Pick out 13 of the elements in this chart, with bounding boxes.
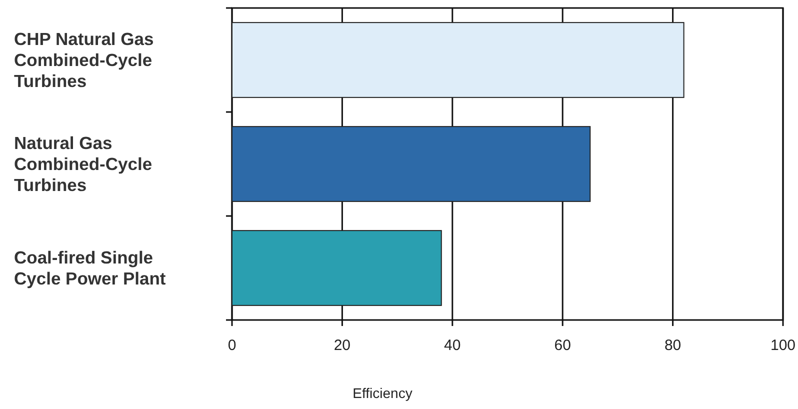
x-tick-label: 100	[770, 337, 796, 354]
y-tick-label: Coal-fired Single Cycle Power Plant	[14, 248, 166, 288]
bar	[232, 126, 591, 202]
x-tick-label: 80	[664, 337, 682, 354]
x-axis-title: Efficiency	[352, 385, 412, 401]
x-tick-label: 20	[334, 337, 351, 354]
bar	[232, 22, 684, 98]
bar	[232, 230, 442, 306]
x-tick-label: 0	[228, 337, 236, 354]
y-tick-label: CHP Natural Gas Combined-Cycle Turbines	[14, 29, 154, 91]
x-tick-label: 60	[554, 337, 571, 354]
x-tick-label: 40	[444, 337, 461, 354]
y-tick-label: Natural Gas Combined-Cycle Turbines	[14, 133, 152, 195]
